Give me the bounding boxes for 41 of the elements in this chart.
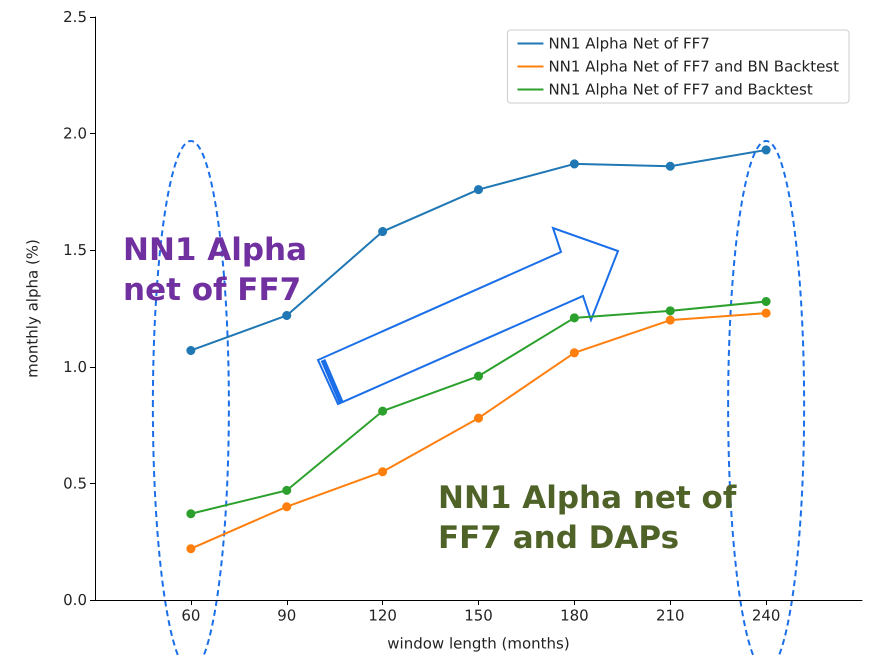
point bbox=[474, 372, 483, 381]
annotation: NN1 Alpha net of FF7 bbox=[123, 232, 308, 308]
point bbox=[186, 346, 196, 355]
point bbox=[186, 509, 196, 518]
point bbox=[762, 308, 771, 318]
y-tick-label: 2.5 bbox=[63, 8, 87, 26]
point bbox=[570, 159, 579, 168]
point bbox=[474, 185, 483, 194]
y-tick-label: 1.5 bbox=[63, 241, 87, 260]
point bbox=[282, 486, 292, 495]
x-tick-label: 120 bbox=[368, 606, 397, 624]
point bbox=[474, 414, 483, 423]
point bbox=[762, 297, 771, 306]
y-tick-label: 0.5 bbox=[63, 474, 87, 492]
point bbox=[570, 348, 579, 358]
x-tick-label: 210 bbox=[656, 606, 685, 624]
x-tick-label: 240 bbox=[752, 606, 780, 624]
point bbox=[378, 406, 388, 416]
y-axis-title: monthly alpha (%) bbox=[24, 239, 42, 378]
y-tick-label: 1.0 bbox=[63, 358, 87, 376]
x-tick-label: 60 bbox=[181, 606, 200, 624]
annotation: NN1 Alpha net of FF7 and DAPs bbox=[438, 480, 737, 556]
legend-label: NN1 Alpha Net of FF7 and Backtest bbox=[548, 80, 813, 98]
x-tick-label: 150 bbox=[464, 606, 493, 624]
legend-label: NN1 Alpha Net of FF7 and BN Backtest bbox=[548, 58, 840, 76]
x-tick-label: 180 bbox=[560, 606, 589, 624]
point bbox=[282, 502, 292, 512]
legend-label: NN1 Alpha Net of FF7 bbox=[548, 34, 710, 52]
y-tick-label: 2.0 bbox=[63, 124, 87, 143]
point bbox=[282, 311, 292, 320]
point bbox=[762, 145, 771, 154]
point bbox=[378, 467, 388, 476]
point bbox=[666, 162, 675, 171]
point bbox=[666, 316, 675, 325]
point bbox=[570, 313, 579, 322]
y-tick-label: 0.0 bbox=[63, 591, 87, 609]
point bbox=[186, 544, 196, 554]
point bbox=[666, 306, 675, 316]
point bbox=[378, 227, 388, 236]
x-axis-title: window length (months) bbox=[387, 634, 570, 652]
x-tick-label: 90 bbox=[277, 606, 296, 624]
